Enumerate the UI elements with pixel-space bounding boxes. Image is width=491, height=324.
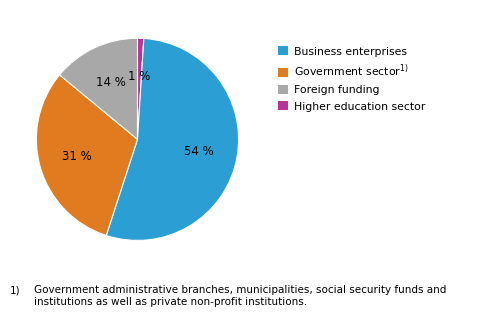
Text: 1): 1) (10, 285, 21, 295)
Text: 14 %: 14 % (96, 76, 126, 89)
Text: Government administrative branches, municipalities, social security funds and
in: Government administrative branches, muni… (34, 285, 447, 307)
Legend: Business enterprises, Government sector$^{1)}$, Foreign funding, Higher educatio: Business enterprises, Government sector$… (275, 44, 428, 114)
Wedge shape (106, 39, 239, 240)
Wedge shape (36, 75, 137, 236)
Text: 54 %: 54 % (184, 145, 214, 157)
Text: 31 %: 31 % (62, 150, 92, 163)
Wedge shape (59, 38, 137, 139)
Wedge shape (137, 38, 144, 139)
Text: 1 %: 1 % (128, 70, 151, 83)
